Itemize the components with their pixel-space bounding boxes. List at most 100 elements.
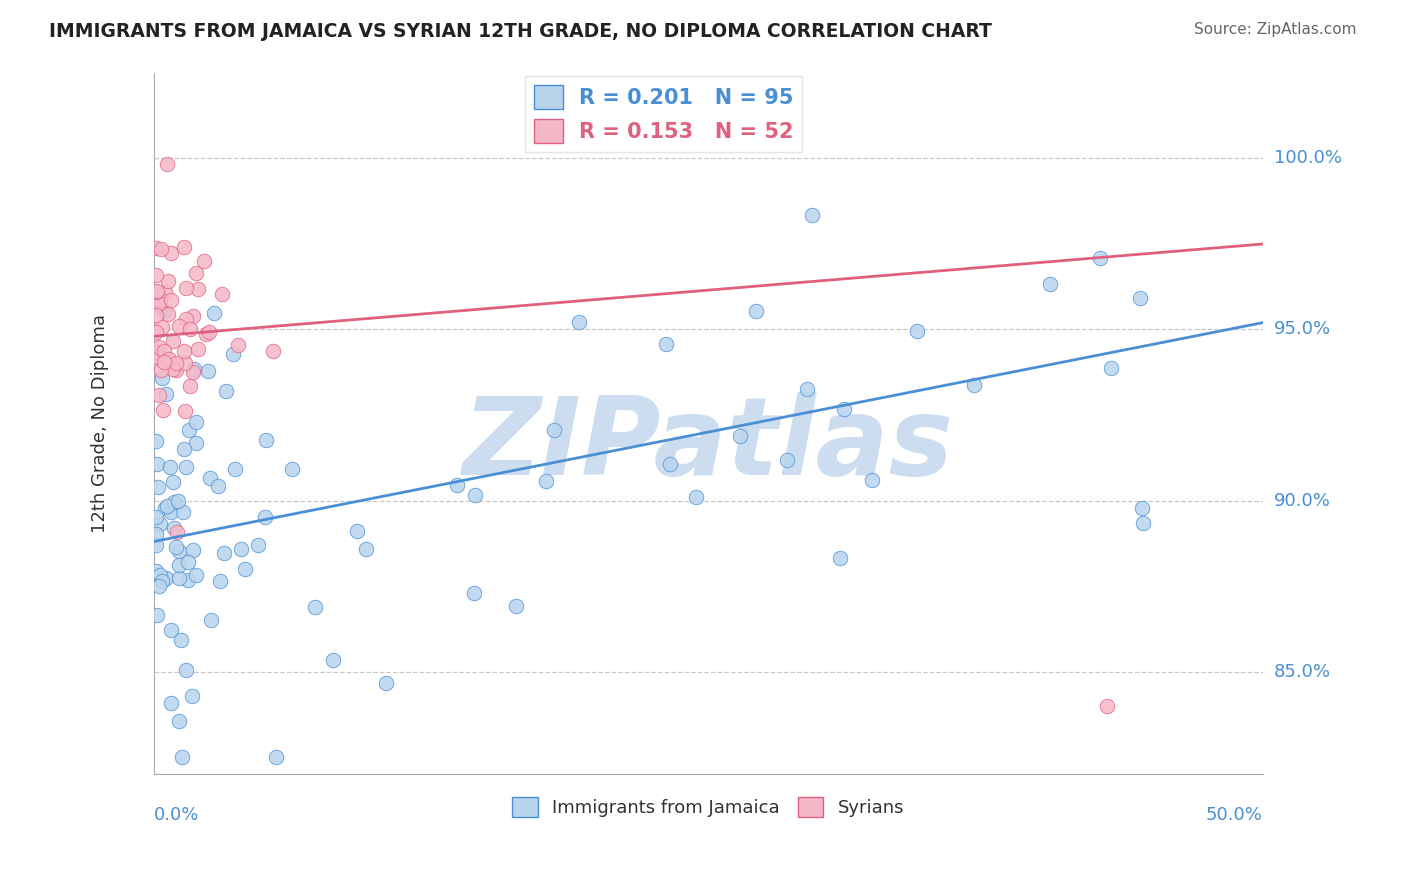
Point — [207, 479, 229, 493]
Point — [162, 475, 184, 489]
Point — [163, 521, 186, 535]
Point — [145, 538, 167, 552]
Point — [1099, 360, 1122, 375]
Point — [229, 542, 252, 557]
Point — [184, 266, 207, 280]
Point — [281, 462, 304, 476]
Point — [226, 338, 249, 352]
Text: IMMIGRANTS FROM JAMAICA VS SYRIAN 12TH GRADE, NO DIPLOMA CORRELATION CHART: IMMIGRANTS FROM JAMAICA VS SYRIAN 12TH G… — [49, 22, 993, 41]
Point — [860, 473, 883, 487]
Point — [162, 362, 184, 376]
Point — [157, 274, 180, 288]
Point — [152, 304, 174, 318]
Point — [463, 586, 485, 600]
Point — [176, 459, 198, 474]
Point — [146, 287, 169, 301]
Point — [152, 402, 174, 417]
Point — [215, 384, 238, 398]
Point — [179, 423, 201, 437]
Point — [464, 488, 486, 502]
Point — [181, 542, 204, 557]
Point — [202, 306, 225, 320]
Legend: Immigrants from Jamaica, Syrians: Immigrants from Jamaica, Syrians — [505, 789, 911, 825]
Point — [193, 254, 215, 268]
Point — [150, 319, 173, 334]
Point — [159, 460, 181, 475]
Point — [145, 285, 167, 299]
Point — [145, 457, 167, 471]
Text: 90.0%: 90.0% — [1274, 491, 1330, 509]
Point — [163, 495, 186, 509]
Point — [832, 401, 855, 416]
Point — [907, 324, 929, 338]
Point — [149, 517, 172, 532]
Point — [165, 362, 187, 376]
Point — [183, 362, 205, 376]
Point — [170, 633, 193, 648]
Point — [197, 364, 219, 378]
Point — [212, 546, 235, 560]
Point — [181, 689, 204, 703]
Text: 85.0%: 85.0% — [1274, 663, 1331, 681]
Point — [730, 429, 752, 443]
Point — [1129, 291, 1152, 305]
Point — [153, 355, 176, 369]
Point — [148, 296, 170, 310]
Point — [796, 382, 818, 396]
Point — [165, 541, 187, 555]
Point — [146, 350, 169, 364]
Text: Source: ZipAtlas.com: Source: ZipAtlas.com — [1194, 22, 1357, 37]
Point — [446, 477, 468, 491]
Point — [145, 308, 167, 322]
Point — [200, 613, 222, 627]
Point — [179, 378, 201, 392]
Point — [1097, 698, 1119, 713]
Point — [150, 242, 173, 256]
Point — [194, 327, 217, 342]
Point — [262, 344, 284, 359]
Point — [375, 675, 398, 690]
Point — [145, 326, 167, 340]
Point — [174, 404, 197, 418]
Point — [184, 436, 207, 450]
Point — [200, 470, 222, 484]
Point — [149, 567, 172, 582]
Point — [173, 356, 195, 370]
Point — [145, 526, 167, 541]
Point — [264, 750, 287, 764]
Point — [253, 510, 276, 524]
Point — [148, 388, 170, 402]
Point — [962, 377, 984, 392]
Point — [173, 442, 195, 456]
Point — [162, 334, 184, 348]
Point — [173, 343, 195, 358]
Text: 100.0%: 100.0% — [1274, 150, 1341, 168]
Point — [186, 415, 208, 429]
Point — [1130, 500, 1153, 515]
Point — [145, 241, 167, 255]
Point — [233, 562, 256, 576]
Point — [177, 555, 200, 569]
Point — [181, 365, 204, 379]
Point — [145, 434, 167, 449]
Point — [149, 297, 172, 311]
Point — [160, 293, 183, 307]
Point — [157, 307, 180, 321]
Text: 0.0%: 0.0% — [153, 805, 200, 823]
Point — [145, 510, 167, 524]
Point — [187, 281, 209, 295]
Point — [198, 325, 221, 339]
Point — [186, 568, 208, 582]
Point — [156, 499, 179, 513]
Point — [152, 343, 174, 358]
Point — [830, 550, 852, 565]
Point — [543, 423, 565, 437]
Point — [534, 474, 557, 488]
Point — [1039, 277, 1062, 291]
Point — [167, 543, 190, 558]
Point — [505, 599, 527, 613]
Point — [157, 351, 180, 366]
Point — [654, 337, 676, 351]
Point — [222, 347, 245, 361]
Text: 50.0%: 50.0% — [1206, 805, 1263, 823]
